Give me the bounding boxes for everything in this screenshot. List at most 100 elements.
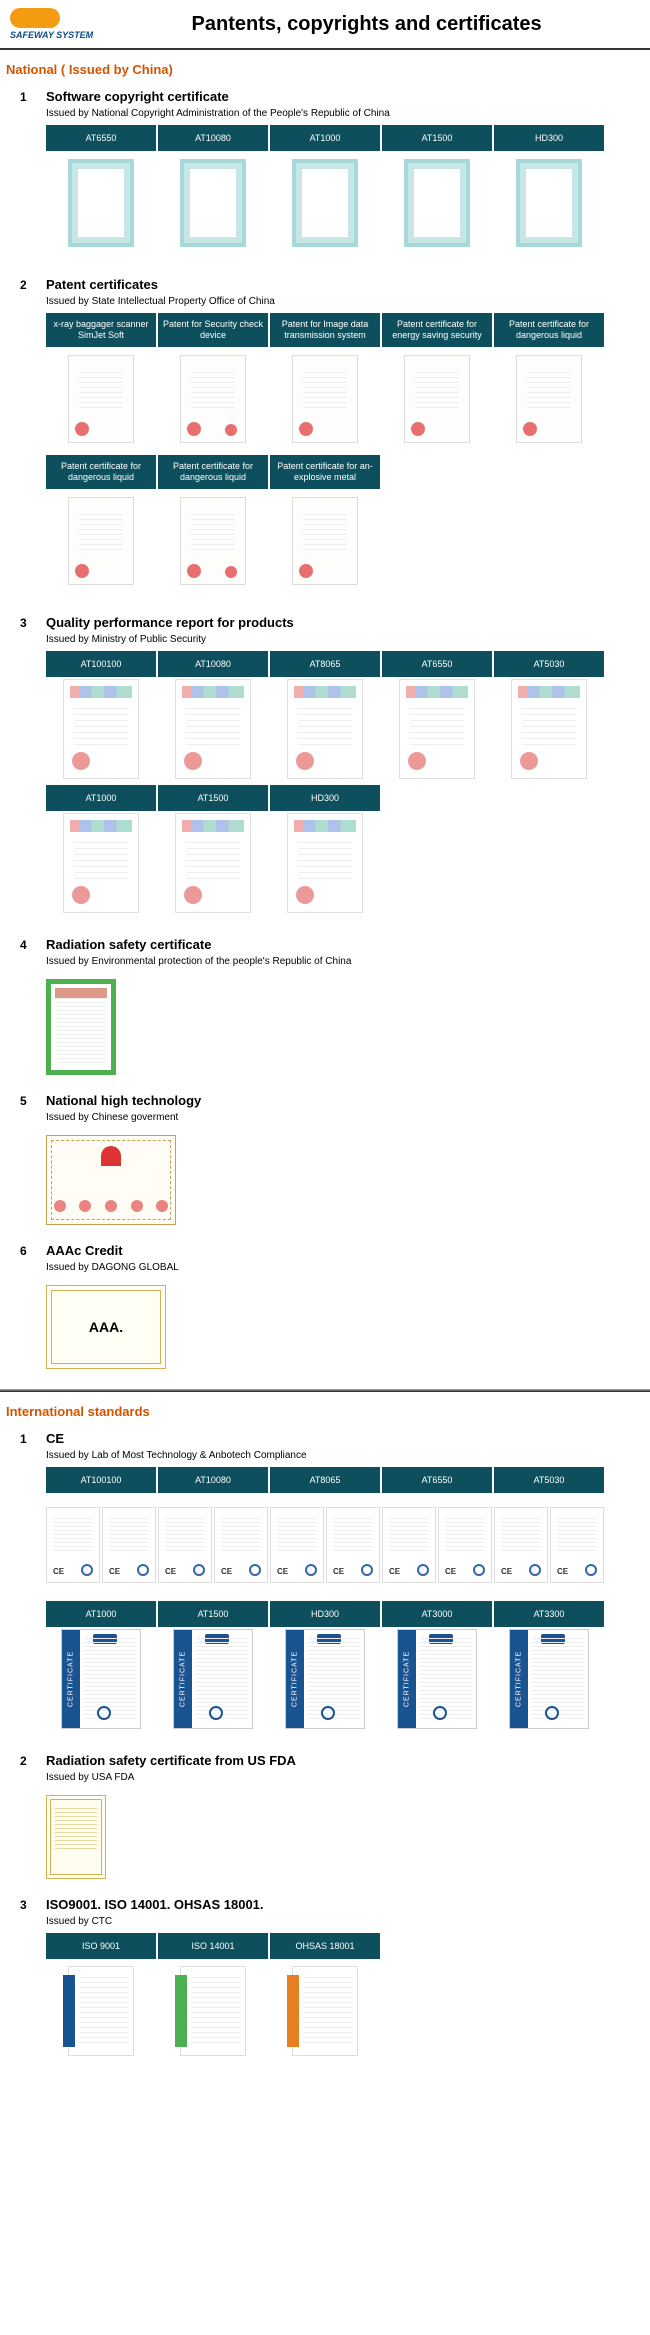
cert-thumb: [326, 1507, 380, 1583]
cert-thumb-row: [46, 683, 650, 775]
tab-row: AT1000 AT1500 HD300: [46, 785, 650, 811]
cert-thumb: [287, 679, 363, 779]
cert-thumb: [292, 1966, 358, 2056]
section-title: Patent certificates: [46, 277, 158, 292]
section-ce: 1 CE Issued by Lab of Most Technology & …: [0, 1425, 650, 1747]
aaa-label: AAA.: [47, 1319, 165, 1335]
cert-tab: Patent for Image data transmission syste…: [270, 313, 380, 347]
cert-thumb: [270, 1507, 324, 1583]
cert-tab: AT1500: [382, 125, 492, 151]
cert-thumb: AAA.: [46, 1285, 166, 1369]
section-fda: 2 Radiation safety certificate from US F…: [0, 1747, 650, 1891]
cert-thumb: [382, 1507, 436, 1583]
cert-thumb: [292, 159, 358, 247]
section-title: Radiation safety certificate from US FDA: [46, 1753, 296, 1768]
tab-row: AT1000 AT1500 HD300 AT3000 AT3300: [46, 1601, 650, 1627]
section-issuer: Issued by DAGONG GLOBAL: [0, 1260, 650, 1279]
cert-tab: AT1500: [158, 785, 268, 811]
cert-tab: Patent for Security check device: [158, 313, 268, 347]
section-issuer: Issued by Ministry of Public Security: [0, 632, 650, 651]
cert-tab: Patent certificate for an-explosive meta…: [270, 455, 380, 489]
cert-thumb: [180, 355, 246, 443]
section-title: Software copyright certificate: [46, 89, 229, 104]
group-title-national: National ( Issued by China): [0, 50, 650, 83]
tab-row: ISO 9001 ISO 14001 OHSAS 18001: [46, 1933, 650, 1959]
section-issuer: Issued by Environmental protection of th…: [0, 954, 650, 973]
cert-tab: AT1000: [46, 1601, 156, 1627]
cert-thumb: [173, 1629, 253, 1729]
section-num: 3: [20, 1898, 46, 1912]
cert-thumb: [68, 159, 134, 247]
cert-thumb: [292, 497, 358, 585]
cert-tab: ISO 14001: [158, 1933, 268, 1959]
cert-tab: AT1000: [46, 785, 156, 811]
group-title-international: International standards: [0, 1392, 650, 1425]
cert-thumb: [180, 159, 246, 247]
section-issuer: Issued by State Intellectual Property Of…: [0, 294, 650, 313]
section-num: 1: [20, 90, 46, 104]
cert-tab: Patent certificate for energy saving sec…: [382, 313, 492, 347]
cert-tab: AT6550: [46, 125, 156, 151]
cert-tab: AT3000: [382, 1601, 492, 1627]
cert-tab: HD300: [494, 125, 604, 151]
tab-row: Patent certificate for dangerous liquid …: [46, 455, 650, 489]
cert-thumb-row: [46, 495, 650, 587]
section-national-high-tech: 5 National high technology Issued by Chi…: [0, 1087, 650, 1237]
brand-name: SAFEWAY SYSTEM: [10, 30, 93, 40]
section-issuer: Issued by USA FDA: [0, 1770, 650, 1789]
cert-tab: AT8065: [270, 1467, 380, 1493]
section-aaa-credit: 6 AAAc Credit Issued by DAGONG GLOBAL AA…: [0, 1237, 650, 1381]
cert-thumb: [397, 1629, 477, 1729]
cert-tab: AT6550: [382, 1467, 492, 1493]
cert-tab: AT10080: [158, 125, 268, 151]
cert-tab: AT3300: [494, 1601, 604, 1627]
cert-thumb-row: [46, 1499, 650, 1591]
section-num: 3: [20, 616, 46, 630]
cert-thumb: [292, 355, 358, 443]
cert-tab: Patent certificate for dangerous liquid: [494, 313, 604, 347]
section-num: 2: [20, 278, 46, 292]
section-num: 1: [20, 1432, 46, 1446]
cert-tab: ISO 9001: [46, 1933, 156, 1959]
cert-thumb: [63, 679, 139, 779]
cert-thumb: [285, 1629, 365, 1729]
section-title: ISO9001. ISO 14001. OHSAS 18001.: [46, 1897, 264, 1912]
section-issuer: Issued by Chinese goverment: [0, 1110, 650, 1129]
cert-thumb: [68, 497, 134, 585]
cert-thumb: [550, 1507, 604, 1583]
cert-thumb: [180, 497, 246, 585]
cert-thumb-row: [46, 157, 650, 249]
cert-thumb-row: [46, 353, 650, 445]
cert-tab: Patent certificate for dangerous liquid: [46, 455, 156, 489]
cert-tab: OHSAS 18001: [270, 1933, 380, 1959]
cert-thumb: [102, 1507, 156, 1583]
section-patent-certificates: 2 Patent certificates Issued by State In…: [0, 271, 650, 609]
cert-thumb: [61, 1629, 141, 1729]
cert-thumb: [404, 159, 470, 247]
cert-thumb: [46, 1795, 106, 1879]
globe-icon: [10, 8, 60, 28]
cert-thumb: [511, 679, 587, 779]
cert-thumb: [63, 813, 139, 913]
section-title: CE: [46, 1431, 64, 1446]
ribbon-icon: [101, 1146, 121, 1166]
cert-thumb: [180, 1966, 246, 2056]
cert-thumb: [46, 979, 116, 1075]
cert-thumb: [404, 355, 470, 443]
cert-thumb: [214, 1507, 268, 1583]
section-title: National high technology: [46, 1093, 201, 1108]
section-iso: 3 ISO9001. ISO 14001. OHSAS 18001. Issue…: [0, 1891, 650, 2079]
cert-thumb: [68, 1966, 134, 2056]
cert-thumb: [494, 1507, 548, 1583]
section-issuer: Issued by Lab of Most Technology & Anbot…: [0, 1448, 650, 1467]
cert-thumb: [516, 355, 582, 443]
page-title: Pantents, copyrights and certificates: [93, 13, 640, 36]
cert-thumb-row: [46, 1633, 650, 1725]
cert-thumb: [158, 1507, 212, 1583]
cert-tab: AT5030: [494, 651, 604, 677]
section-num: 2: [20, 1754, 46, 1768]
cert-tab: AT10080: [158, 1467, 268, 1493]
page-header: SAFEWAY SYSTEM Pantents, copyrights and …: [0, 0, 650, 50]
cert-thumb: [46, 1507, 100, 1583]
cert-tab: HD300: [270, 1601, 380, 1627]
